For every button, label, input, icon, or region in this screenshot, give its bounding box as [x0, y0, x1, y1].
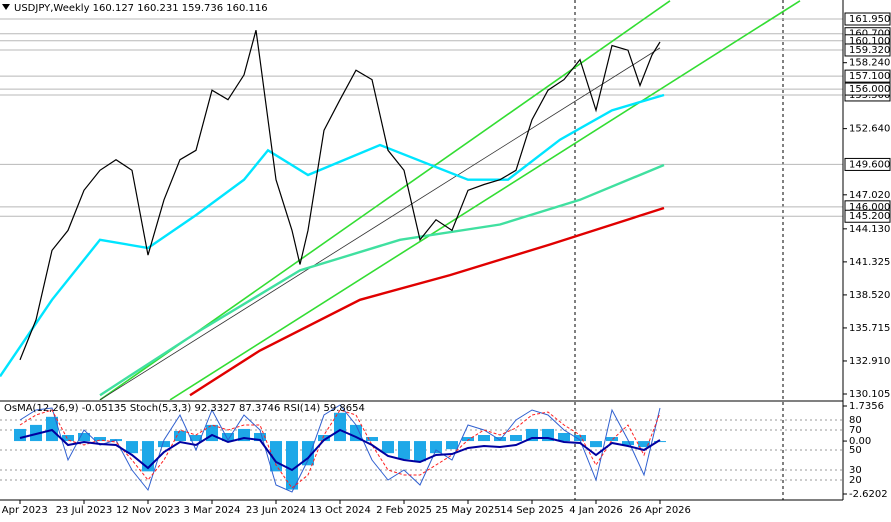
y2-tick-label: 50 [849, 445, 862, 456]
osma-bar [638, 441, 650, 448]
level-label-box [844, 43, 891, 57]
level-label: 149.600 [849, 159, 890, 170]
osma-bar [14, 428, 26, 442]
level-label: 157.100 [849, 71, 890, 82]
indicator-line [0, 93, 665, 378]
y-tick-label: 152.640 [849, 124, 890, 135]
y-tick-label: 132.910 [849, 356, 890, 367]
x-tick-label: 4 Jan 2026 [569, 505, 623, 516]
osma-bar [334, 412, 346, 442]
indicator-line [99, 163, 665, 397]
y-tick-label: 130.105 [849, 389, 890, 400]
osma-bar [126, 441, 138, 454]
osma-bar [446, 441, 458, 450]
chart-title: USDJPY,Weekly 160.127 160.231 159.736 16… [14, 3, 268, 14]
oscillator-line [19, 428, 661, 472]
level-label: 160.100 [849, 36, 890, 47]
y2-tick-label: 30 [849, 465, 862, 476]
osma-bar [558, 432, 570, 442]
indicator-line [99, 47, 661, 400]
indicator-line [189, 206, 665, 397]
osma-bar [254, 432, 266, 442]
level-label-box [844, 82, 891, 96]
osma-bar [478, 435, 490, 442]
osma-bar [78, 432, 90, 442]
level-label-box [844, 12, 891, 26]
y2-tick-label: 70 [849, 425, 862, 436]
level-label: 159.320 [849, 45, 890, 56]
x-tick-label: 14 Sep 2025 [500, 505, 563, 516]
osma-bar [430, 441, 442, 454]
osma-bar [654, 441, 666, 443]
level-label-box [844, 69, 891, 83]
osma-bar [622, 441, 634, 446]
x-tick-label: 3 Mar 2024 [183, 505, 240, 516]
level-label: 156.000 [849, 84, 890, 95]
osma-bar [350, 424, 362, 442]
y-tick-label: 144.130 [849, 224, 890, 235]
oscillator-panel [0, 404, 843, 493]
level-label: 161.950 [849, 14, 890, 25]
osma-bar [606, 437, 618, 442]
osma-bar [510, 435, 522, 442]
x-tick-label: 13 Oct 2024 [309, 505, 371, 516]
x-tick-label: 12 Nov 2023 [116, 505, 180, 516]
x-tick-label: 23 Jun 2024 [246, 505, 306, 516]
osma-bar [222, 432, 234, 442]
osma-bar [190, 435, 202, 442]
y-tick-label: 141.325 [849, 257, 890, 268]
oscillator-line [19, 409, 661, 489]
level-label: 146.000 [849, 202, 890, 213]
y2-tick-label: 20 [849, 475, 862, 486]
osma-bar [174, 430, 186, 442]
osma-bar [158, 441, 170, 448]
osma-bar [366, 437, 378, 442]
indicator-line [169, 0, 801, 400]
y-tick-label: 135.715 [849, 323, 890, 334]
oscillator-line [19, 404, 661, 493]
osma-bar [494, 437, 506, 442]
oscillator-title: OsMA(12,26,9) -0.05135 Stoch(5,3,3) 92.3… [4, 403, 365, 414]
osma-bar [398, 441, 410, 460]
level-label-box [844, 157, 891, 171]
x-tick-label: 2 Feb 2025 [376, 505, 432, 516]
y-tick-label: 1.7356 [849, 401, 884, 412]
x-tick-label: 23 Jul 2023 [56, 505, 113, 516]
osma-bar [414, 441, 426, 462]
x-tick-label: 25 May 2025 [435, 505, 500, 516]
osma-bar [382, 441, 394, 454]
osma-bar [286, 441, 298, 490]
y-tick-label: 147.020 [849, 190, 890, 201]
osma-bar [590, 441, 602, 448]
y-tick-label: 138.520 [849, 290, 890, 301]
osma-bar [62, 435, 74, 442]
osma-bar [94, 437, 106, 442]
osma-bar [574, 435, 586, 442]
osma-bar [46, 416, 58, 442]
x-tick-label: 2 Apr 2023 [0, 505, 48, 516]
price-panel [0, 0, 843, 400]
level-label: 145.200 [849, 211, 890, 222]
level-label-box [844, 209, 891, 223]
osma-bar [462, 437, 474, 442]
y-tick-label: 158.240 [849, 58, 890, 69]
y-tick-label: -2.6202 [849, 489, 888, 500]
osma-bar [318, 435, 330, 442]
x-tick-label: 26 Apr 2026 [629, 505, 691, 516]
price-line [19, 30, 661, 361]
collapse-icon[interactable] [2, 4, 10, 10]
level-label: 160.700 [849, 29, 890, 40]
y2-tick-label: 80 [849, 415, 862, 426]
y-tick-label: 0.00 [849, 436, 871, 447]
